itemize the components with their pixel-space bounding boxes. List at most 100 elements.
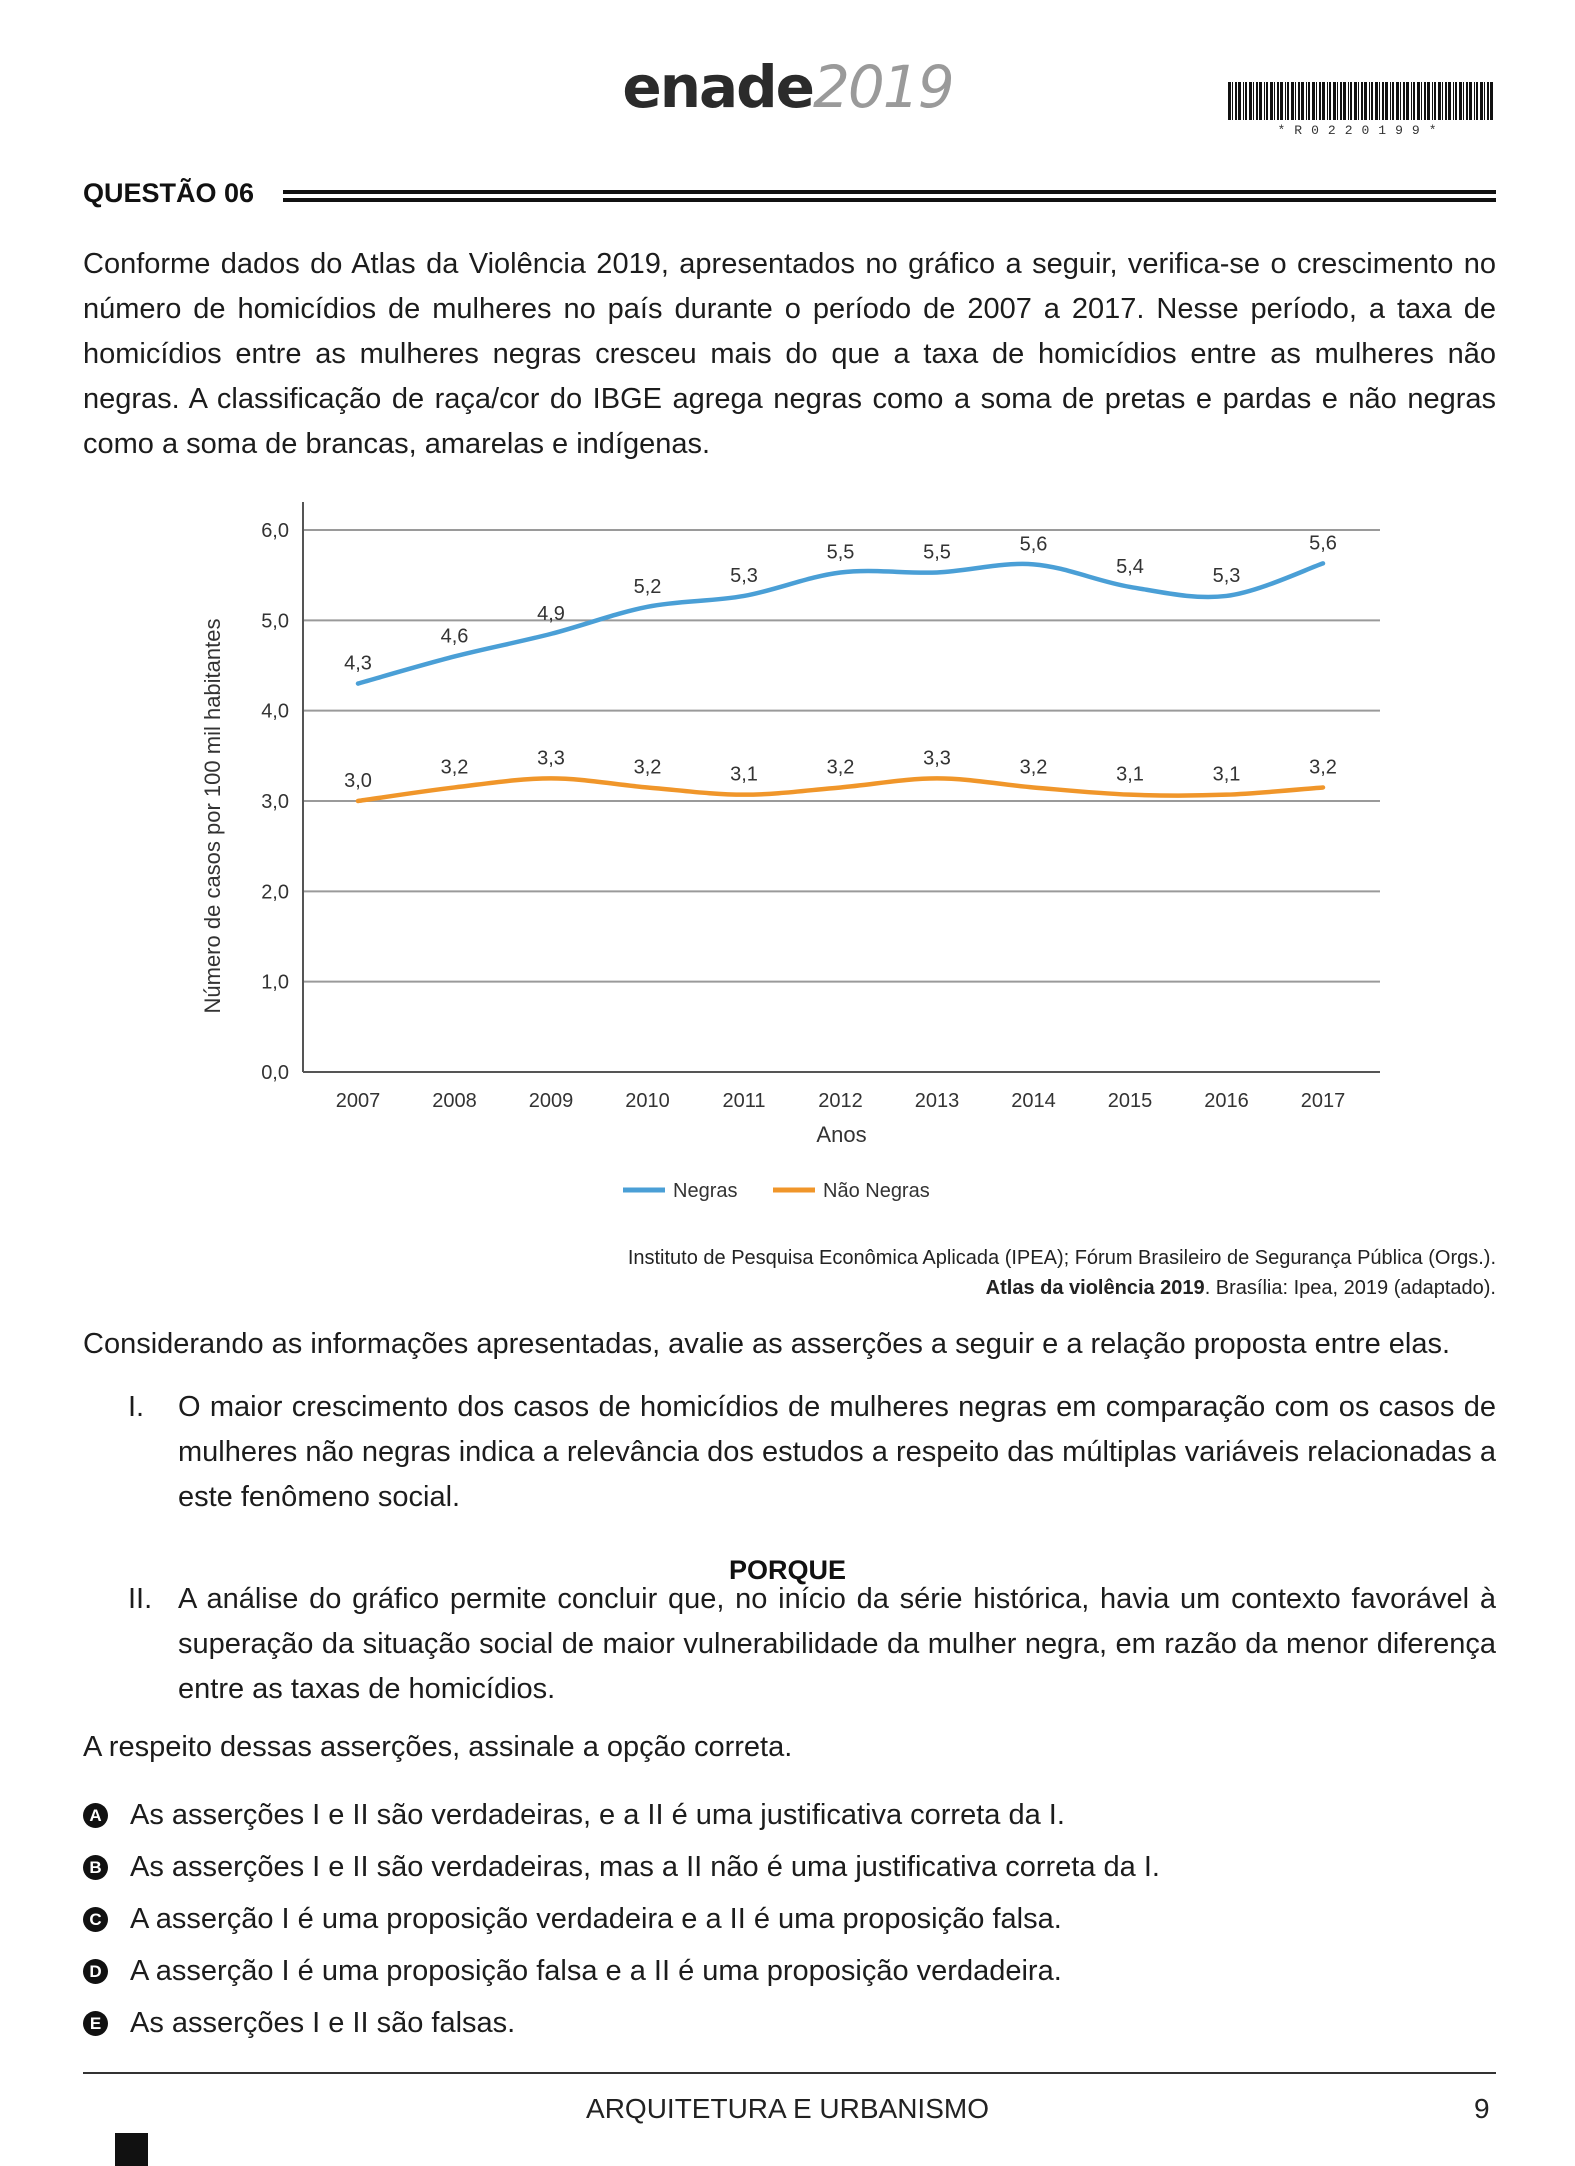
barcode-bar — [1249, 82, 1252, 120]
assertion-1: I. O maior crescimento dos casos de homi… — [83, 1385, 1496, 1525]
data-label: 5,4 — [1116, 556, 1144, 578]
option-text: As asserções I e II são falsas. — [130, 2007, 516, 2039]
x-tick-label: 2010 — [625, 1090, 670, 1112]
barcode-bar — [1243, 82, 1244, 120]
footer-rule — [83, 2072, 1496, 2074]
barcode-bar — [1421, 82, 1422, 120]
data-label: 5,5 — [923, 541, 951, 563]
line-chart: 0,0 1,0 2,0 3,0 4,0 5,0 6,0 2007 2008 2009 2010 201… — [200, 502, 1380, 1202]
option-letter-badge: B — [83, 1855, 108, 1880]
x-tick-label: 2013 — [915, 1090, 960, 1112]
barcode-bar — [1369, 82, 1370, 120]
barcode-bar — [1337, 82, 1338, 120]
data-label: 4,6 — [441, 625, 469, 647]
data-label: 3,2 — [1309, 756, 1337, 778]
option-text: As asserções I e II são verdadeiras, mas… — [130, 1851, 1160, 1883]
barcode-bar — [1448, 82, 1451, 120]
barcode-bar — [1469, 82, 1472, 120]
barcode-bar — [1270, 82, 1273, 120]
data-label: 3,2 — [441, 756, 469, 778]
barcode-bar — [1480, 82, 1483, 120]
barcode-bar — [1343, 82, 1346, 120]
assertion-number: II. — [128, 1583, 153, 1615]
barcode-bar — [1455, 82, 1457, 120]
barcode-bar — [1301, 82, 1304, 120]
barcode-bar — [1427, 82, 1430, 120]
x-tick-label: 2014 — [1011, 1090, 1056, 1112]
barcode-bar — [1266, 82, 1268, 120]
barcode-bar — [1274, 82, 1275, 120]
x-tick-label: 2011 — [722, 1090, 765, 1112]
citation-line-1: Instituto de Pesquisa Econômica Aplicada… — [627, 1247, 1496, 1269]
barcode-bar — [1406, 82, 1409, 120]
porque-label: PORQUE — [728, 1555, 847, 1585]
barcode-bar — [1403, 82, 1405, 120]
barcode-bar — [1298, 82, 1300, 120]
barcode-bar — [1277, 82, 1279, 120]
barcode-bar — [1319, 82, 1321, 120]
barcode-bar — [1348, 82, 1349, 120]
barcode-bar — [1256, 82, 1258, 120]
assertion-text: O maior crescimento dos casos de homicíd… — [178, 1391, 1496, 1513]
data-label: 3,2 — [634, 756, 662, 778]
data-label: 3,2 — [1020, 756, 1048, 778]
barcode-bar — [1413, 82, 1415, 120]
barcode-text: *R0220199* — [1277, 123, 1446, 138]
data-label: 5,3 — [730, 565, 758, 587]
y-tick-label: 1,0 — [261, 972, 289, 994]
assertions-prompt: Considerando as informações apresentadas… — [83, 1328, 1451, 1360]
y-tick-label: 5,0 — [261, 610, 289, 632]
barcode-bar — [1466, 82, 1468, 120]
title-rule — [283, 190, 1496, 202]
y-axis-title: Número de casos por 100 mil habitantes — [200, 619, 225, 1014]
x-tick-label: 2012 — [818, 1090, 863, 1112]
barcode-bar — [1285, 82, 1286, 120]
series-line-negras — [355, 561, 1326, 686]
barcode-image — [1228, 82, 1493, 120]
barcode-bar — [1390, 82, 1391, 120]
barcode-bar — [1442, 82, 1443, 120]
barcode-bar — [1253, 82, 1254, 120]
barcode-bar — [1264, 82, 1265, 120]
y-tick-label: 3,0 — [261, 791, 289, 813]
barcode-bar — [1259, 82, 1262, 120]
data-label: 5,6 — [1020, 533, 1048, 555]
barcode-bar — [1354, 82, 1357, 120]
y-tick-label: 2,0 — [261, 881, 289, 903]
barcode-bar — [1312, 82, 1315, 120]
assertion-text: A análise do gráfico permite concluir qu… — [178, 1583, 1496, 1705]
barcode-bar — [1453, 82, 1454, 120]
option-text: As asserções I e II são verdadeiras, e a… — [130, 1799, 1065, 1831]
barcode-bar — [1280, 82, 1283, 120]
data-label: 4,9 — [537, 603, 565, 625]
barcode-bar — [1438, 82, 1441, 120]
option-letter-badge: D — [83, 1959, 108, 1984]
y-tick-label: 0,0 — [261, 1062, 289, 1084]
barcode-bar — [1392, 82, 1394, 120]
barcode-bar — [1417, 82, 1420, 120]
option-letter-badge: A — [83, 1803, 108, 1828]
barcode-bar — [1379, 82, 1380, 120]
data-label: 3,3 — [923, 747, 951, 769]
data-label: 5,2 — [634, 576, 662, 598]
data-label: 5,6 — [1309, 532, 1337, 554]
registration-mark — [115, 2133, 148, 2166]
barcode-bar — [1306, 82, 1307, 120]
y-tick-label: 4,0 — [261, 701, 289, 723]
x-axis-title: Anos — [816, 1122, 866, 1147]
option-letter-badge: E — [83, 2011, 108, 2036]
barcode-bar — [1375, 82, 1378, 120]
x-tick-label: 2016 — [1204, 1090, 1249, 1112]
barcode-bar — [1245, 82, 1247, 120]
x-tick-label: 2009 — [529, 1090, 574, 1112]
legend-label-nao-negras: Não Negras — [823, 1180, 930, 1202]
option-letter-badge: C — [83, 1907, 108, 1932]
barcode-bar — [1411, 82, 1412, 120]
barcode-bar — [1476, 82, 1478, 120]
barcode-bar — [1340, 82, 1342, 120]
barcode-bar — [1490, 82, 1493, 120]
barcode-bar — [1295, 82, 1296, 120]
barcode-bar — [1364, 82, 1367, 120]
x-tick-label: 2008 — [432, 1090, 477, 1112]
barcode-bar — [1445, 82, 1447, 120]
